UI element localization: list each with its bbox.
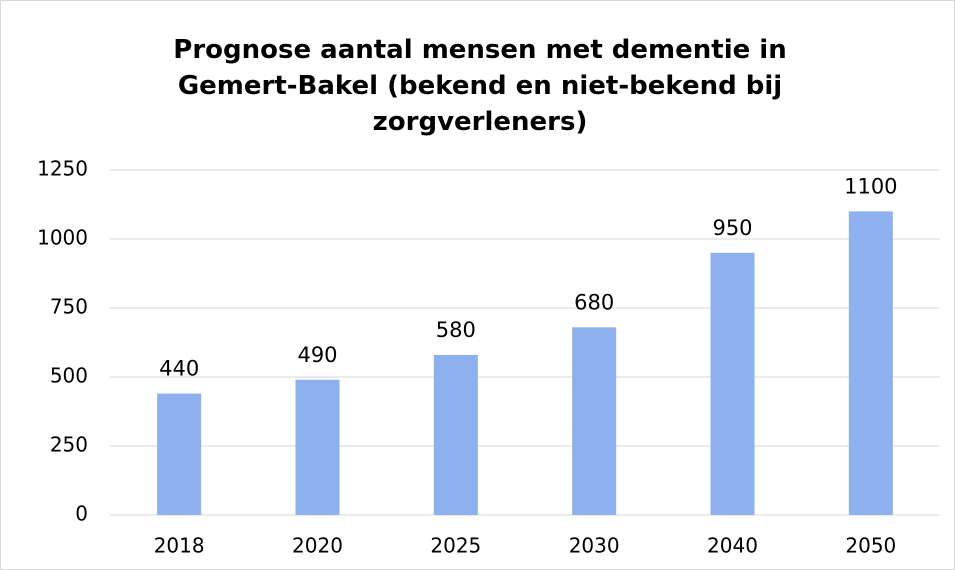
y-tick-label: 750 xyxy=(50,295,88,319)
bar xyxy=(295,379,340,515)
bar xyxy=(157,393,202,515)
data-label: 680 xyxy=(574,290,614,314)
x-tick-label: 2030 xyxy=(569,534,620,558)
bar xyxy=(710,252,755,516)
x-tick-label: 2020 xyxy=(292,534,343,558)
data-label: 580 xyxy=(436,318,476,342)
data-label: 440 xyxy=(159,357,199,381)
x-tick-label: 2025 xyxy=(430,534,481,558)
data-label: 490 xyxy=(297,343,337,367)
y-tick-label: 1250 xyxy=(37,157,88,181)
y-tick-label: 500 xyxy=(50,364,88,388)
y-tick-label: 0 xyxy=(75,502,88,526)
bar xyxy=(848,211,893,515)
data-label: 1100 xyxy=(844,174,897,198)
bar xyxy=(433,354,478,515)
y-tick-label: 1000 xyxy=(37,226,88,250)
bar xyxy=(572,327,617,515)
x-tick-label: 2050 xyxy=(845,534,896,558)
y-tick-label: 250 xyxy=(50,433,88,457)
chart-title: Prognose aantal mensen met dementie in G… xyxy=(173,35,787,137)
x-tick-label: 2040 xyxy=(707,534,758,558)
x-tick-label: 2018 xyxy=(154,534,205,558)
data-label: 950 xyxy=(712,216,752,240)
